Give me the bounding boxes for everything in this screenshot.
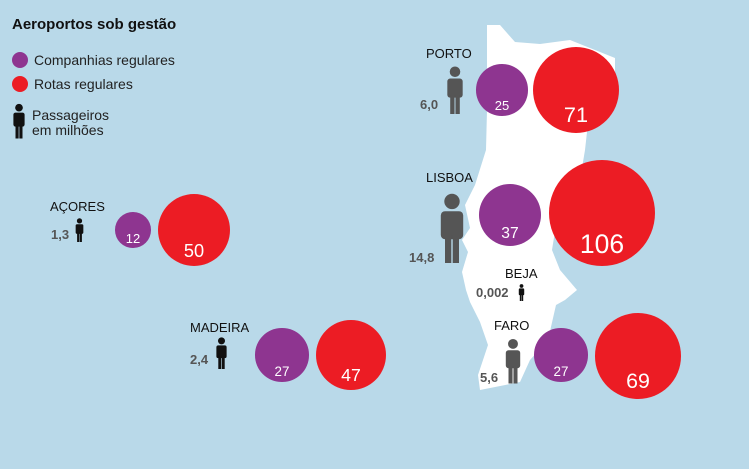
companhias-bubble: 27: [255, 328, 309, 382]
airport-label: BEJA: [505, 266, 538, 281]
person-icon: [518, 284, 525, 301]
rotas-bubble: 69: [595, 313, 681, 399]
rotas-bubble: 71: [532, 46, 620, 134]
airport-label: PORTO: [426, 46, 472, 61]
legend-passengers: Passageiros em milhões: [32, 108, 109, 138]
airport-label: LISBOA: [426, 170, 473, 185]
legend-label: Passageiros: [32, 107, 110, 123]
legend-item-rotas: Rotas regulares: [12, 76, 133, 92]
companhias-bubble: 27: [534, 328, 588, 382]
passengers-value: 1,3: [51, 227, 70, 242]
airport-label: MADEIRA: [190, 320, 250, 335]
legend-title: Aeroportos sob gestão: [12, 16, 177, 33]
rotas-bubble: 106: [548, 159, 655, 266]
rotas-bubble: 50: [157, 193, 231, 267]
person-icon: [13, 103, 25, 139]
legend-label: Rotas regulares: [34, 76, 133, 92]
passengers-value: 2,4: [190, 352, 209, 367]
passengers-value: 5,6: [480, 370, 499, 385]
legend-item-companhias: Companhias regulares: [12, 52, 175, 68]
person-icon: [216, 337, 227, 369]
companhias-bubble: 12: [115, 212, 151, 248]
airport-label: AÇORES: [50, 199, 105, 214]
airport-label: FARO: [494, 318, 530, 333]
rotas-bubble: 47: [315, 319, 387, 391]
passengers-value: 0,002: [476, 285, 509, 300]
passengers-value: 14,8: [409, 250, 435, 265]
legend-label: em milhões: [32, 122, 104, 138]
person-icon: [447, 66, 463, 114]
companhias-bubble: 37: [478, 183, 542, 247]
person-icon: [75, 218, 84, 242]
legend-label: Companhias regulares: [34, 52, 175, 68]
purple-dot-icon: [12, 52, 28, 68]
companhias-bubble: 25: [476, 64, 528, 116]
person-icon: [440, 193, 464, 263]
person-icon: [505, 338, 521, 384]
passengers-value: 6,0: [420, 97, 439, 112]
red-dot-icon: [12, 76, 28, 92]
